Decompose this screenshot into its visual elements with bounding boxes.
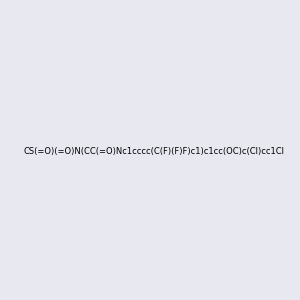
Text: CS(=O)(=O)N(CC(=O)Nc1cccc(C(F)(F)F)c1)c1cc(OC)c(Cl)cc1Cl: CS(=O)(=O)N(CC(=O)Nc1cccc(C(F)(F)F)c1)c1… bbox=[23, 147, 284, 156]
